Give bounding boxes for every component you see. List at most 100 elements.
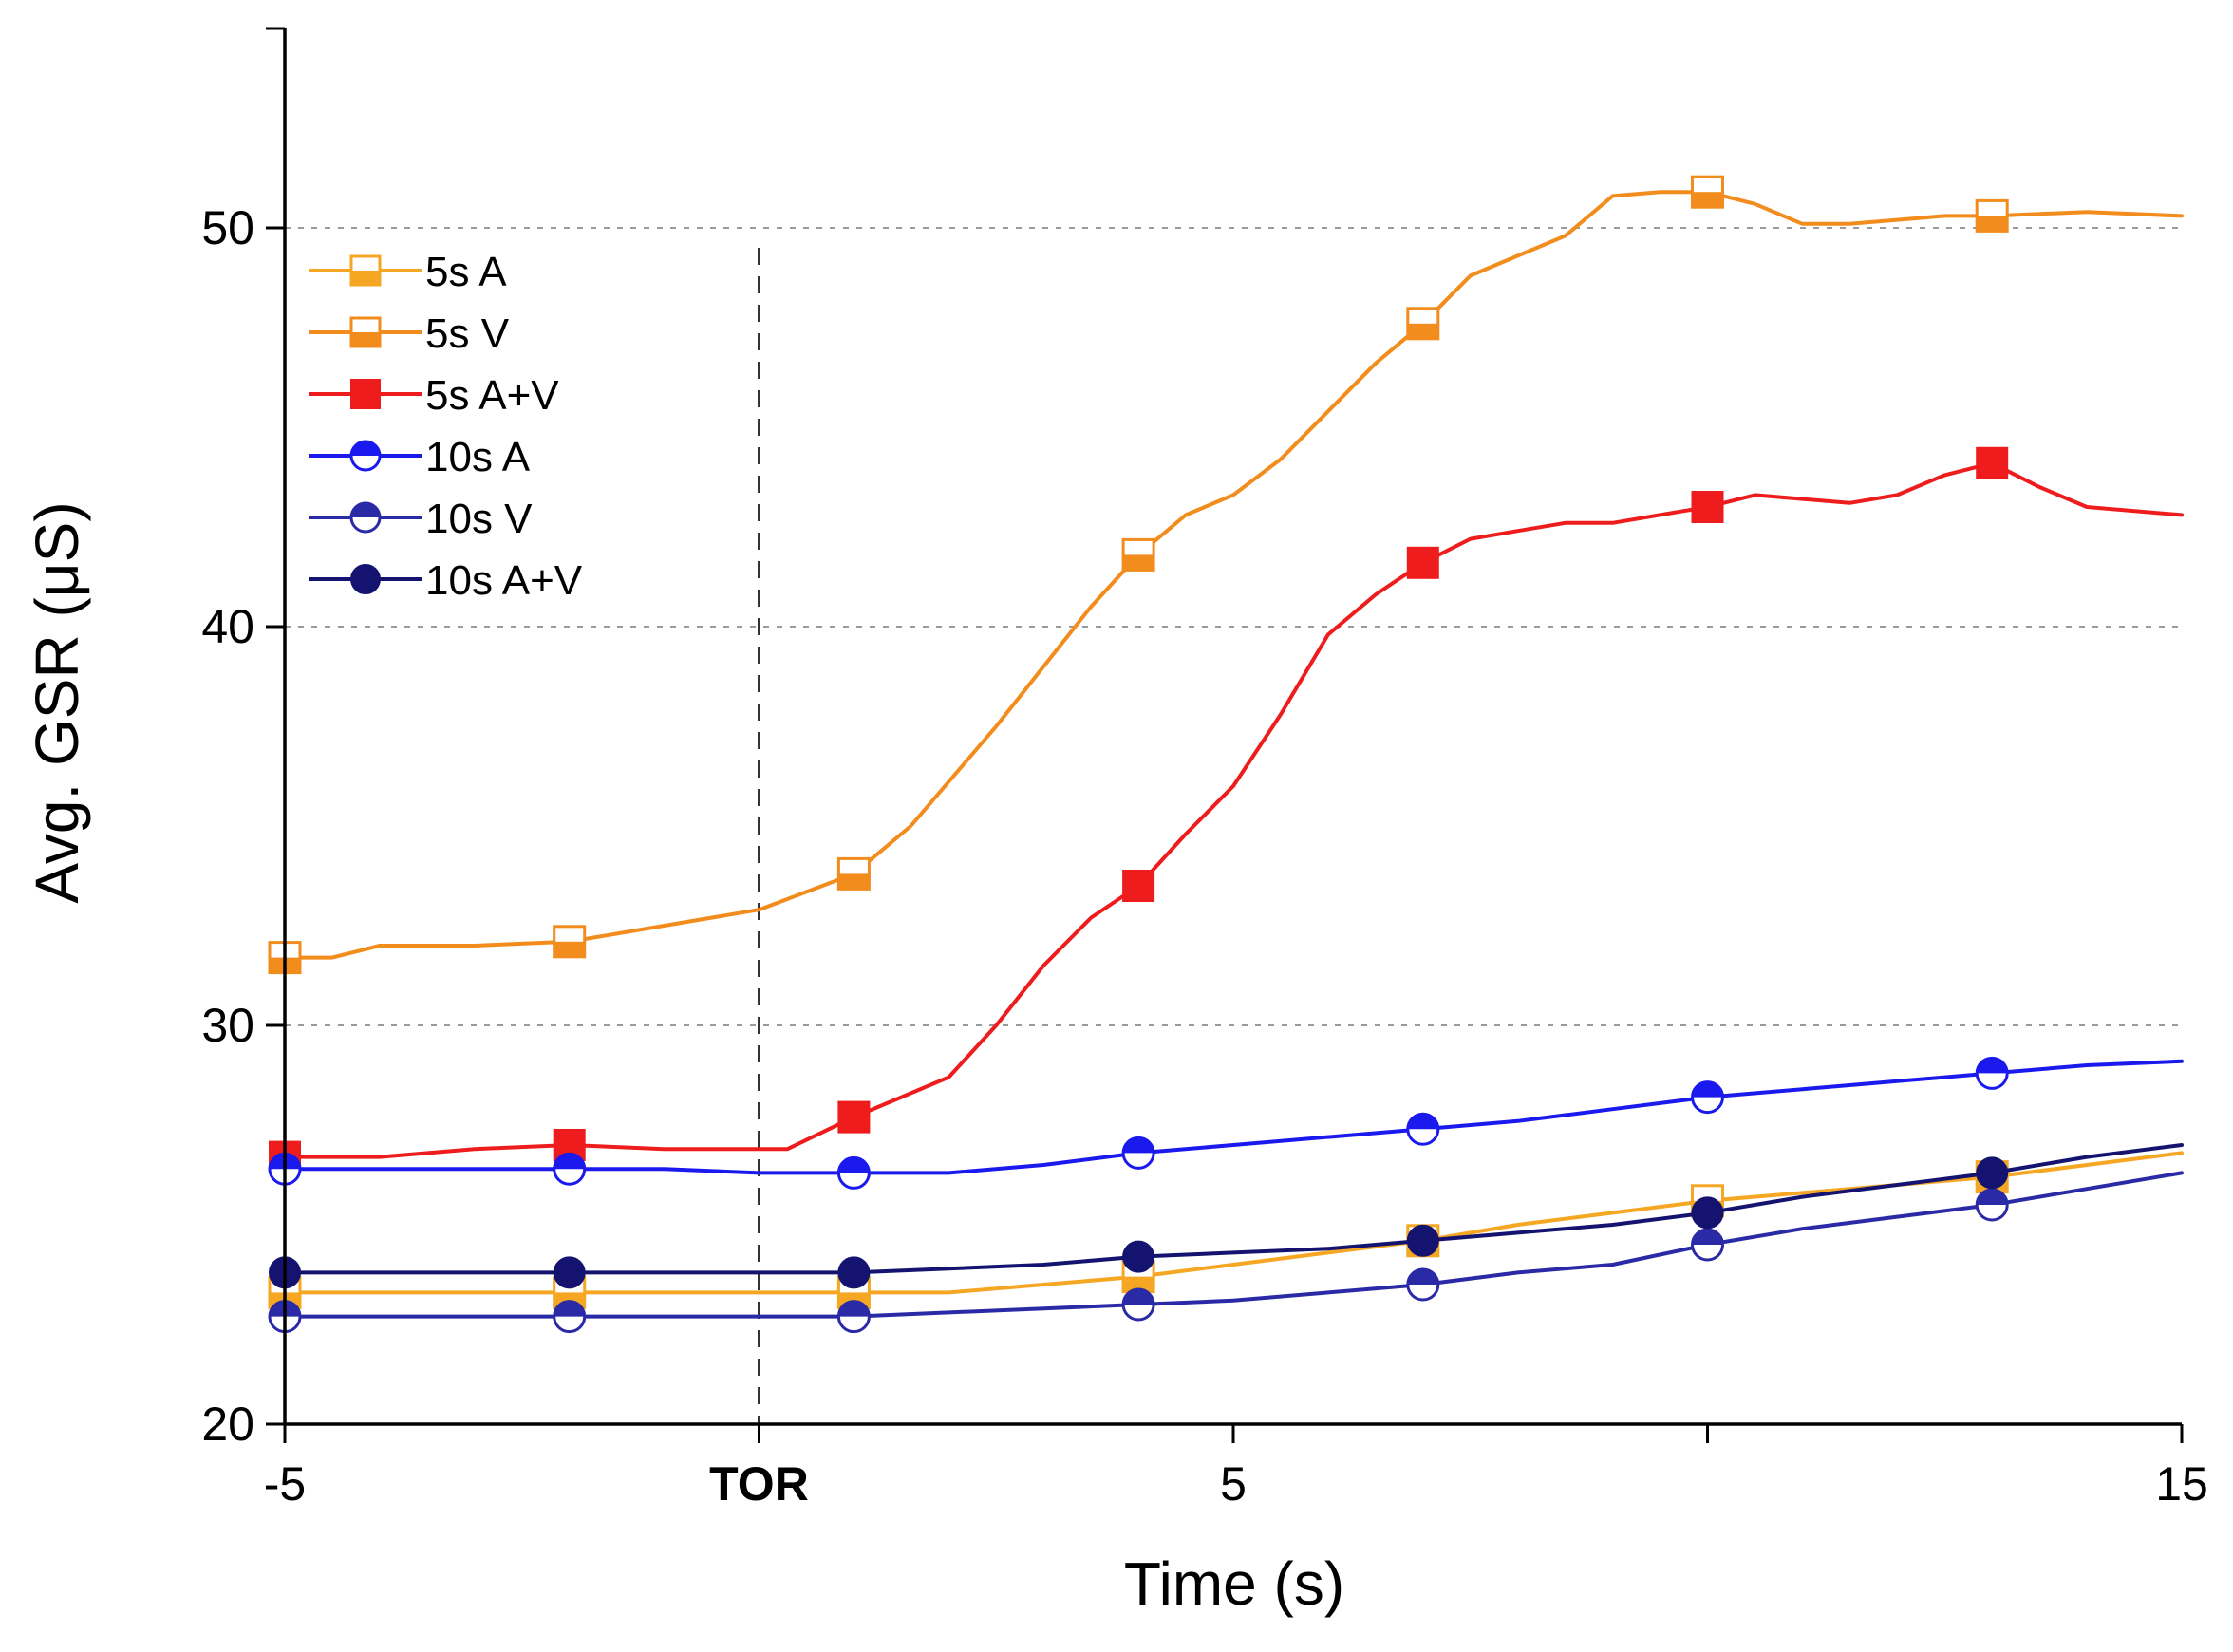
legend-label-10s-v: 10s V bbox=[425, 496, 533, 542]
point-10s-a-v-1 bbox=[553, 1256, 586, 1289]
point-10s-a-v-3 bbox=[1122, 1240, 1155, 1273]
point-10s-a-v-4-shape bbox=[1406, 1224, 1439, 1257]
point-5s-a-v-5 bbox=[1691, 491, 1724, 523]
point-10s-v-6 bbox=[1975, 1188, 2009, 1222]
x-tick-label-2: 5 bbox=[1220, 1457, 1247, 1511]
legend-marker-5s-a-v bbox=[350, 379, 381, 409]
legend-marker-5s-a-v-shape bbox=[350, 379, 381, 409]
series-line-10s-v bbox=[283, 1171, 2184, 1319]
series-line-5s-a bbox=[283, 1151, 2184, 1295]
legend-item-5s-a-v: 5s A+V bbox=[309, 372, 559, 419]
y-axis-title: Avg. GSR (μS) bbox=[23, 501, 91, 903]
point-10s-a-v-4 bbox=[1406, 1224, 1439, 1257]
point-5s-a-v-4-shape bbox=[1406, 546, 1439, 579]
legend-marker-10s-a-fill bbox=[351, 441, 380, 456]
series-layer bbox=[268, 175, 2184, 1334]
legend-item-5s-v: 5s V bbox=[309, 310, 510, 357]
legend: 5s A 5s V 5s A+V 10s A 10s V 10s A+V bbox=[309, 249, 583, 604]
grid-layer bbox=[285, 227, 2182, 1026]
point-5s-a-v-2-shape bbox=[837, 1100, 871, 1134]
legend-item-10s-v: 10s V bbox=[309, 496, 533, 542]
point-10s-a-2 bbox=[836, 1155, 871, 1190]
point-10s-v-1 bbox=[553, 1300, 587, 1334]
series-line-5s-a-v bbox=[283, 460, 2184, 1159]
point-10s-a-v-2 bbox=[837, 1256, 871, 1289]
legend-marker-5s-v bbox=[349, 316, 382, 348]
point-10s-v-4 bbox=[1406, 1267, 1440, 1302]
point-5s-a-v-4 bbox=[1406, 546, 1439, 579]
series-10s-a bbox=[268, 1056, 2184, 1190]
y-tick-label-3: 50 bbox=[201, 201, 254, 254]
point-10s-a-3-fill bbox=[1123, 1137, 1154, 1154]
point-10s-a-v-2-shape bbox=[837, 1256, 871, 1289]
point-5s-v-5 bbox=[1691, 175, 1724, 209]
point-10s-a-4 bbox=[1406, 1112, 1440, 1146]
point-5s-v-6 bbox=[1975, 198, 2009, 233]
point-10s-v-5 bbox=[1691, 1228, 1724, 1262]
legend-marker-5s-a bbox=[349, 254, 382, 287]
point-10s-v-4-fill bbox=[1407, 1269, 1438, 1285]
point-10s-a-1 bbox=[553, 1152, 587, 1186]
point-10s-a-3 bbox=[1121, 1136, 1155, 1170]
point-10s-v-1-fill bbox=[554, 1301, 585, 1317]
point-10s-a-v-6 bbox=[1976, 1156, 2009, 1190]
point-10s-a-4-fill bbox=[1407, 1114, 1438, 1130]
point-5s-v-3 bbox=[1121, 537, 1155, 572]
point-5s-a-v-6-shape bbox=[1976, 446, 2009, 479]
point-10s-a-5 bbox=[1691, 1080, 1724, 1115]
legend-item-10s-a: 10s A bbox=[309, 434, 531, 480]
point-5s-a-v-2 bbox=[837, 1100, 871, 1134]
series-line-5s-v bbox=[283, 190, 2184, 960]
point-5s-a-v-5-shape bbox=[1691, 491, 1724, 523]
legend-label-10s-a: 10s A bbox=[425, 434, 531, 480]
legend-marker-10s-a-v-shape bbox=[350, 564, 381, 594]
x-tick-label-1: TOR bbox=[709, 1457, 809, 1511]
legend-item-5s-a: 5s A bbox=[309, 249, 507, 295]
legend-label-5s-a: 5s A bbox=[425, 249, 507, 295]
series-10s-v bbox=[268, 1171, 2184, 1334]
legend-label-5s-a-v: 5s A+V bbox=[425, 372, 559, 419]
series-10s-a-v bbox=[269, 1143, 2184, 1289]
y-tick-label-1: 30 bbox=[201, 999, 254, 1052]
point-10s-v-2 bbox=[836, 1300, 871, 1334]
point-10s-a-1-fill bbox=[554, 1154, 585, 1170]
legend-marker-10s-a bbox=[349, 440, 382, 472]
legend-marker-5s-v-fill bbox=[351, 332, 380, 347]
point-5s-a-v-3 bbox=[1122, 870, 1155, 902]
legend-marker-5s-a-fill bbox=[351, 271, 380, 285]
y-tick-label-0: 20 bbox=[201, 1398, 254, 1451]
point-10s-a-6-fill bbox=[1977, 1058, 2008, 1074]
point-10s-a-6 bbox=[1975, 1056, 2009, 1090]
point-10s-a-v-6-shape bbox=[1976, 1156, 2009, 1190]
point-5s-v-3-fill bbox=[1123, 554, 1154, 571]
series-5s-a-v bbox=[269, 446, 2184, 1173]
legend-marker-10s-v-fill bbox=[351, 503, 380, 517]
point-5s-a-v-3-shape bbox=[1122, 870, 1155, 902]
y-tick-label-2: 40 bbox=[201, 600, 254, 653]
tick-labels-layer: 20 30 40 50 -5 TOR 5 15 bbox=[201, 201, 2207, 1511]
legend-item-10s-a-v: 10s A+V bbox=[309, 557, 583, 604]
point-10s-v-5-fill bbox=[1692, 1230, 1723, 1245]
x-tick-label-3: 15 bbox=[2155, 1457, 2208, 1511]
point-10s-a-v-5-shape bbox=[1691, 1196, 1724, 1230]
point-5s-v-2 bbox=[836, 856, 871, 891]
x-tick-label-0: -5 bbox=[264, 1457, 306, 1511]
x-axis-title: Time (s) bbox=[1124, 1549, 1344, 1618]
point-10s-v-2-fill bbox=[838, 1301, 870, 1317]
legend-marker-10s-v bbox=[349, 501, 382, 534]
point-5s-v-4 bbox=[1406, 307, 1440, 341]
point-5s-v-5-fill bbox=[1692, 192, 1723, 208]
legend-label-10s-a-v: 10s A+V bbox=[425, 557, 583, 604]
point-5s-v-1-fill bbox=[554, 941, 585, 957]
series-line-10s-a-v bbox=[283, 1143, 2184, 1275]
point-10s-a-2-fill bbox=[838, 1157, 870, 1173]
legend-label-5s-v: 5s V bbox=[425, 310, 510, 357]
axes-layer bbox=[266, 27, 2184, 1443]
point-10s-a-5-fill bbox=[1692, 1081, 1723, 1098]
point-5s-v-2-fill bbox=[838, 873, 870, 890]
point-5s-v-6-fill bbox=[1977, 216, 2008, 232]
point-5s-v-4-fill bbox=[1407, 323, 1438, 339]
point-10s-v-6-fill bbox=[1977, 1190, 2008, 1205]
point-10s-a-v-1-shape bbox=[553, 1256, 586, 1289]
